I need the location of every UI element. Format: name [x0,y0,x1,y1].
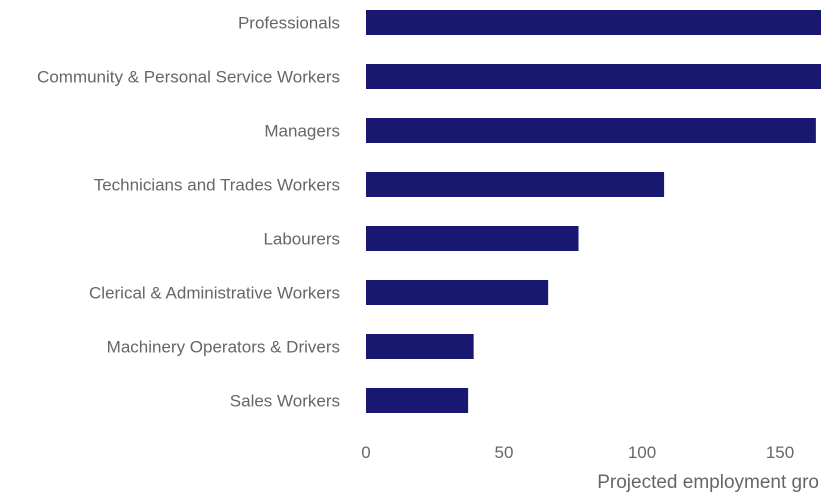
category-label-managers: Managers [264,122,340,141]
category-label-labourers: Labourers [263,230,340,249]
bar-clerical-and-administrative-workers [366,280,549,305]
category-label-clerical-and-administrative-workers: Clerical & Administrative Workers [89,284,340,303]
x-tick-label: 50 [495,443,514,462]
category-labels: Professionals Community & Personal Servic… [37,14,340,411]
bar-community-and-personal-service-workers [366,64,821,89]
x-axis-title: Projected employment gro [597,472,819,492]
bar-technicians-and-trades-workers [366,172,665,197]
category-label-community-and-personal-service-workers: Community & Personal Service Workers [37,68,340,87]
bar-sales-workers [366,388,469,413]
bar-machinery-operators-and-drivers [366,334,474,359]
category-label-sales-workers: Sales Workers [230,392,340,411]
x-tick-label: 100 [628,443,656,462]
x-axis-tick-labels: 0 50 100 150 [361,443,794,462]
x-tick-label: 150 [766,443,794,462]
bar-professionals [366,10,821,35]
category-label-professionals: Professionals [238,14,340,33]
bars-layer [366,10,821,413]
bar-labourers [366,226,579,251]
category-label-technicians-and-trades-workers: Technicians and Trades Workers [94,176,340,195]
category-label-machinery-operators-and-drivers: Machinery Operators & Drivers [107,338,340,357]
x-tick-label: 0 [361,443,370,462]
bar-managers [366,118,816,143]
